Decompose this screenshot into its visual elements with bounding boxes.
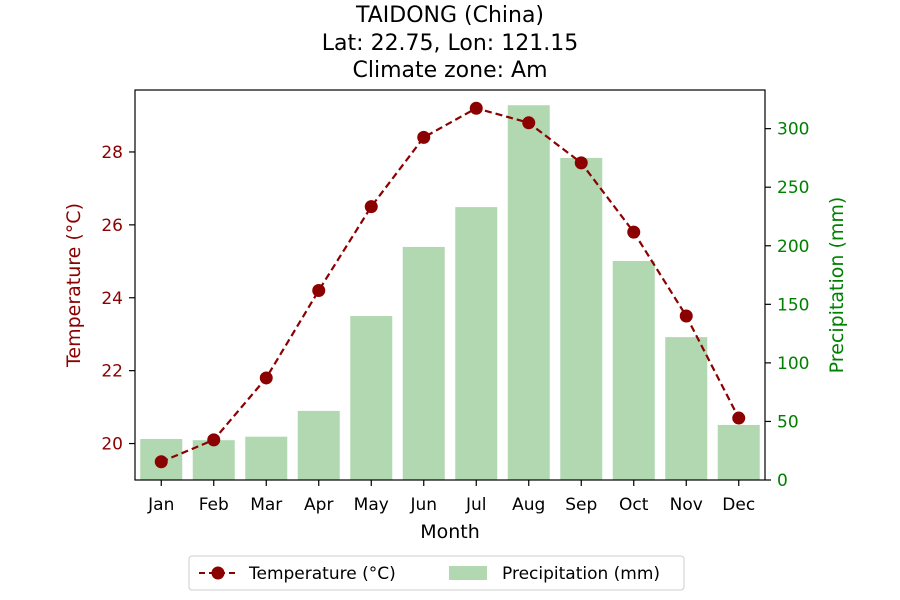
plot-frame bbox=[134, 89, 766, 481]
precipitation-bar-dec bbox=[717, 424, 760, 480]
legend-temperature-label: Temperature (°C) bbox=[248, 564, 396, 584]
legend-precipitation-label: Precipitation (mm) bbox=[502, 564, 660, 584]
left-tick-label: 28 bbox=[101, 143, 123, 163]
precipitation-bar-mar bbox=[245, 436, 288, 480]
right-y-axis: 0 50 100 150 200 250 300 bbox=[765, 120, 809, 491]
x-tick-label-jan: Jan bbox=[147, 495, 174, 515]
x-tick-label-jun: Jun bbox=[409, 495, 437, 515]
chart-title: TAIDONG (China) Lat: 22.75, Lon: 121.15 … bbox=[322, 3, 578, 83]
precipitation-bar-may bbox=[350, 316, 393, 480]
precipitation-bar-jul bbox=[455, 207, 498, 480]
temperature-point-oct bbox=[627, 225, 641, 239]
temperature-line bbox=[154, 101, 746, 469]
x-tick-label-oct: Oct bbox=[619, 495, 649, 515]
right-tick-label: 300 bbox=[777, 120, 809, 140]
precipitation-bar-aug bbox=[507, 105, 550, 481]
temperature-point-nov bbox=[679, 309, 693, 323]
right-tick-label: 0 bbox=[777, 471, 788, 491]
left-tick-label: 20 bbox=[101, 435, 123, 455]
x-tick-label-jul: Jul bbox=[465, 495, 487, 515]
title-line-2: Lat: 22.75, Lon: 121.15 bbox=[322, 31, 578, 56]
temperature-point-apr bbox=[312, 283, 326, 297]
left-tick-label: 26 bbox=[101, 216, 123, 236]
title-line-1: TAIDONG (China) bbox=[355, 3, 544, 28]
legend-precipitation-swatch bbox=[449, 566, 487, 580]
title-line-3: Climate zone: Am bbox=[352, 58, 547, 83]
legend-box bbox=[188, 555, 685, 591]
temperature-point-mar bbox=[259, 371, 273, 385]
x-tick-label-aug: Aug bbox=[512, 495, 545, 515]
x-tick-label-may: May bbox=[354, 495, 389, 515]
right-y-axis-label: Precipitation (mm) bbox=[826, 197, 848, 374]
x-tick-label-nov: Nov bbox=[670, 495, 703, 515]
temperature-point-feb bbox=[207, 433, 221, 447]
x-tick-label-dec: Dec bbox=[722, 495, 755, 515]
temperature-series-line bbox=[160, 107, 740, 463]
right-tick-label: 150 bbox=[777, 295, 809, 315]
precipitation-bar-apr bbox=[297, 410, 340, 480]
x-axis-label: Month bbox=[420, 521, 480, 543]
left-tick-label: 22 bbox=[101, 362, 123, 382]
temperature-point-sep bbox=[574, 156, 588, 170]
legend-temperature-marker bbox=[211, 566, 225, 580]
precipitation-bar-feb bbox=[192, 440, 235, 480]
left-y-axis: 20 22 24 26 28 bbox=[101, 143, 135, 455]
right-tick-label: 100 bbox=[777, 354, 809, 374]
right-tick-label: 200 bbox=[777, 237, 809, 257]
temperature-point-may bbox=[364, 200, 378, 214]
temperature-point-aug bbox=[522, 116, 536, 130]
left-tick-label: 24 bbox=[101, 289, 123, 309]
x-tick-label-mar: Mar bbox=[250, 495, 282, 515]
temperature-point-dec bbox=[732, 411, 746, 425]
legend: Temperature (°C) Precipitation (mm) bbox=[188, 555, 685, 591]
precipitation-bar-jun bbox=[402, 246, 445, 480]
right-tick-label: 50 bbox=[777, 412, 799, 432]
temperature-point-jun bbox=[417, 130, 431, 144]
precipitation-bar-sep bbox=[560, 157, 603, 481]
x-tick-label-apr: Apr bbox=[304, 495, 333, 515]
left-y-axis-label: Temperature (°C) bbox=[63, 203, 85, 368]
x-tick-label-sep: Sep bbox=[565, 495, 597, 515]
x-tick-label-feb: Feb bbox=[199, 495, 229, 515]
right-tick-label: 250 bbox=[777, 178, 809, 198]
temperature-point-jan bbox=[154, 455, 168, 469]
precipitation-bar-oct bbox=[612, 260, 655, 480]
x-axis: Jan Feb Mar Apr May Jun Jul Aug Sep Oct Nov Dec bbox=[147, 480, 755, 515]
precipitation-bar-nov bbox=[665, 337, 708, 480]
temperature-point-jul bbox=[469, 101, 483, 115]
precipitation-bars bbox=[140, 105, 760, 481]
